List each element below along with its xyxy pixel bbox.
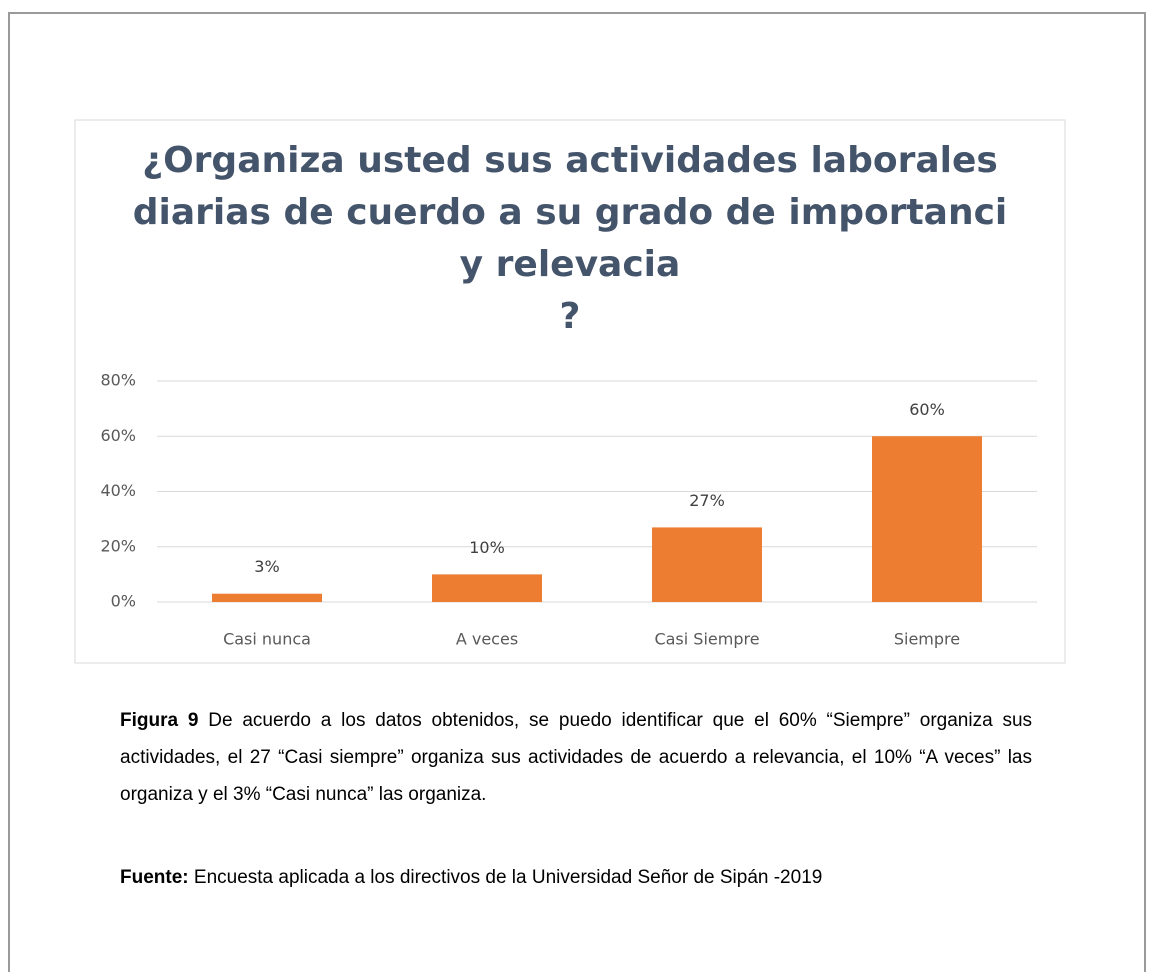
chart-title: diarias de cuerdo a su grado de importan…: [133, 192, 1008, 233]
source-text: Encuesta aplicada a los directivos de la…: [193, 867, 823, 888]
y-tick-label: 0%: [111, 592, 136, 611]
data-label: 27%: [689, 491, 725, 510]
bar: [212, 593, 322, 602]
x-tick-label: Casi nunca: [223, 630, 311, 649]
data-label: 10%: [469, 538, 505, 557]
chart: ¿Organiza usted sus actividades laborale…: [74, 119, 1066, 664]
y-tick-label: 60%: [100, 426, 136, 445]
data-label: 3%: [254, 557, 279, 576]
y-tick-label: 40%: [100, 481, 136, 500]
chart-title: ?: [560, 296, 581, 337]
caption-text: De acuerdo a los datos obtenidos, se pue…: [120, 710, 1033, 805]
x-tick-label: Siempre: [894, 630, 960, 649]
bar: [432, 574, 542, 602]
page-frame: [8, 12, 1146, 972]
caption: Figura 9 De acuerdo a los datos obtenido…: [120, 702, 1032, 813]
data-label: 60%: [909, 400, 945, 419]
y-tick-label: 80%: [100, 371, 136, 390]
bar: [652, 527, 762, 602]
x-tick-label: A veces: [456, 630, 518, 649]
chart-title: y relevacia: [460, 244, 681, 285]
source: Fuente: Encuesta aplicada a los directiv…: [120, 859, 1032, 896]
bar: [872, 436, 982, 602]
caption-label: Figura 9: [120, 710, 199, 731]
y-tick-label: 20%: [100, 536, 136, 555]
source-label: Fuente:: [120, 867, 189, 888]
x-tick-label: Casi Siempre: [654, 630, 759, 649]
chart-title: ¿Organiza usted sus actividades laborale…: [142, 140, 998, 181]
